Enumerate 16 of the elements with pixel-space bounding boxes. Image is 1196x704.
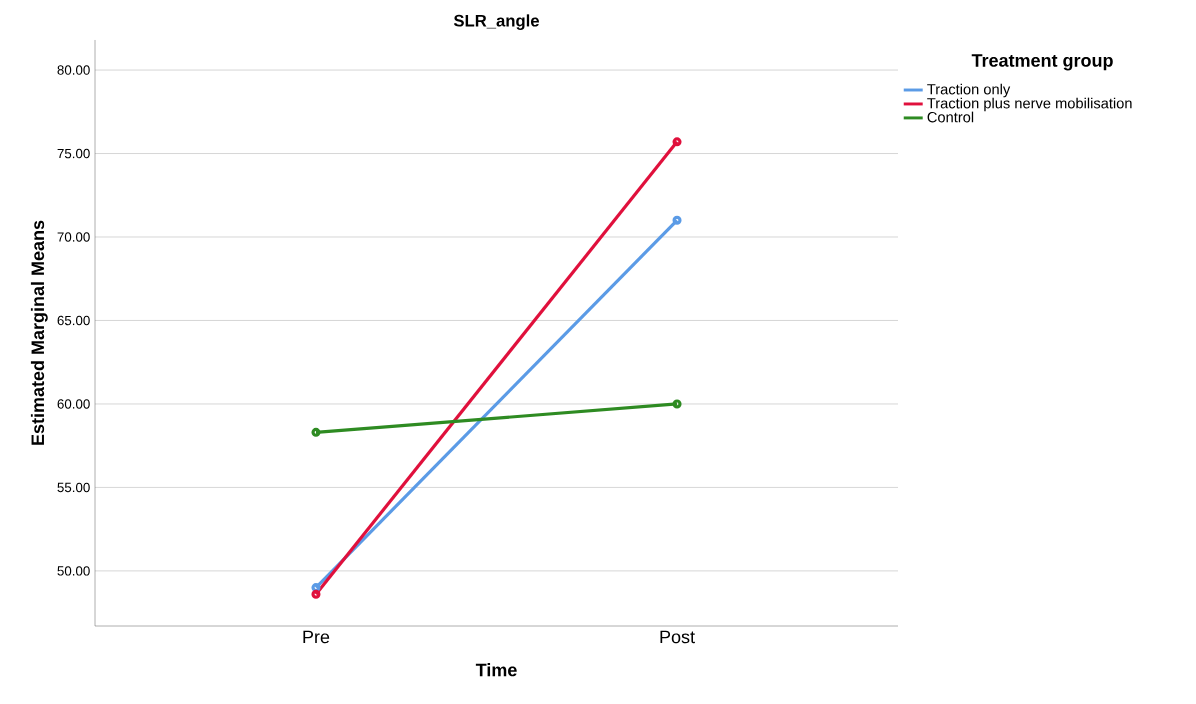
legend-title: Treatment group (971, 54, 1113, 71)
x-axis-title: Time (475, 663, 517, 677)
legend-label: Traction only (927, 83, 1011, 98)
y-tick-label: 80.00 (57, 65, 90, 75)
legend-label: Control (927, 111, 974, 123)
y-tick-label: 55.00 (57, 482, 90, 493)
legend-label: Traction plus nerve mobilisation (927, 97, 1132, 112)
x-tick-label: Pre (303, 630, 330, 644)
chart-title: SLR_angle (453, 14, 539, 30)
y-tick-label: 60.00 (57, 399, 90, 409)
y-tick-label: 65.00 (57, 315, 90, 326)
x-tick-label: Post (660, 630, 695, 644)
y-tick-label: 50.00 (57, 566, 90, 576)
y-axis-title: Estimated Marginal Means (30, 220, 48, 445)
y-tick-label: 70.00 (57, 232, 90, 242)
y-tick-label: 75.00 (57, 148, 90, 159)
